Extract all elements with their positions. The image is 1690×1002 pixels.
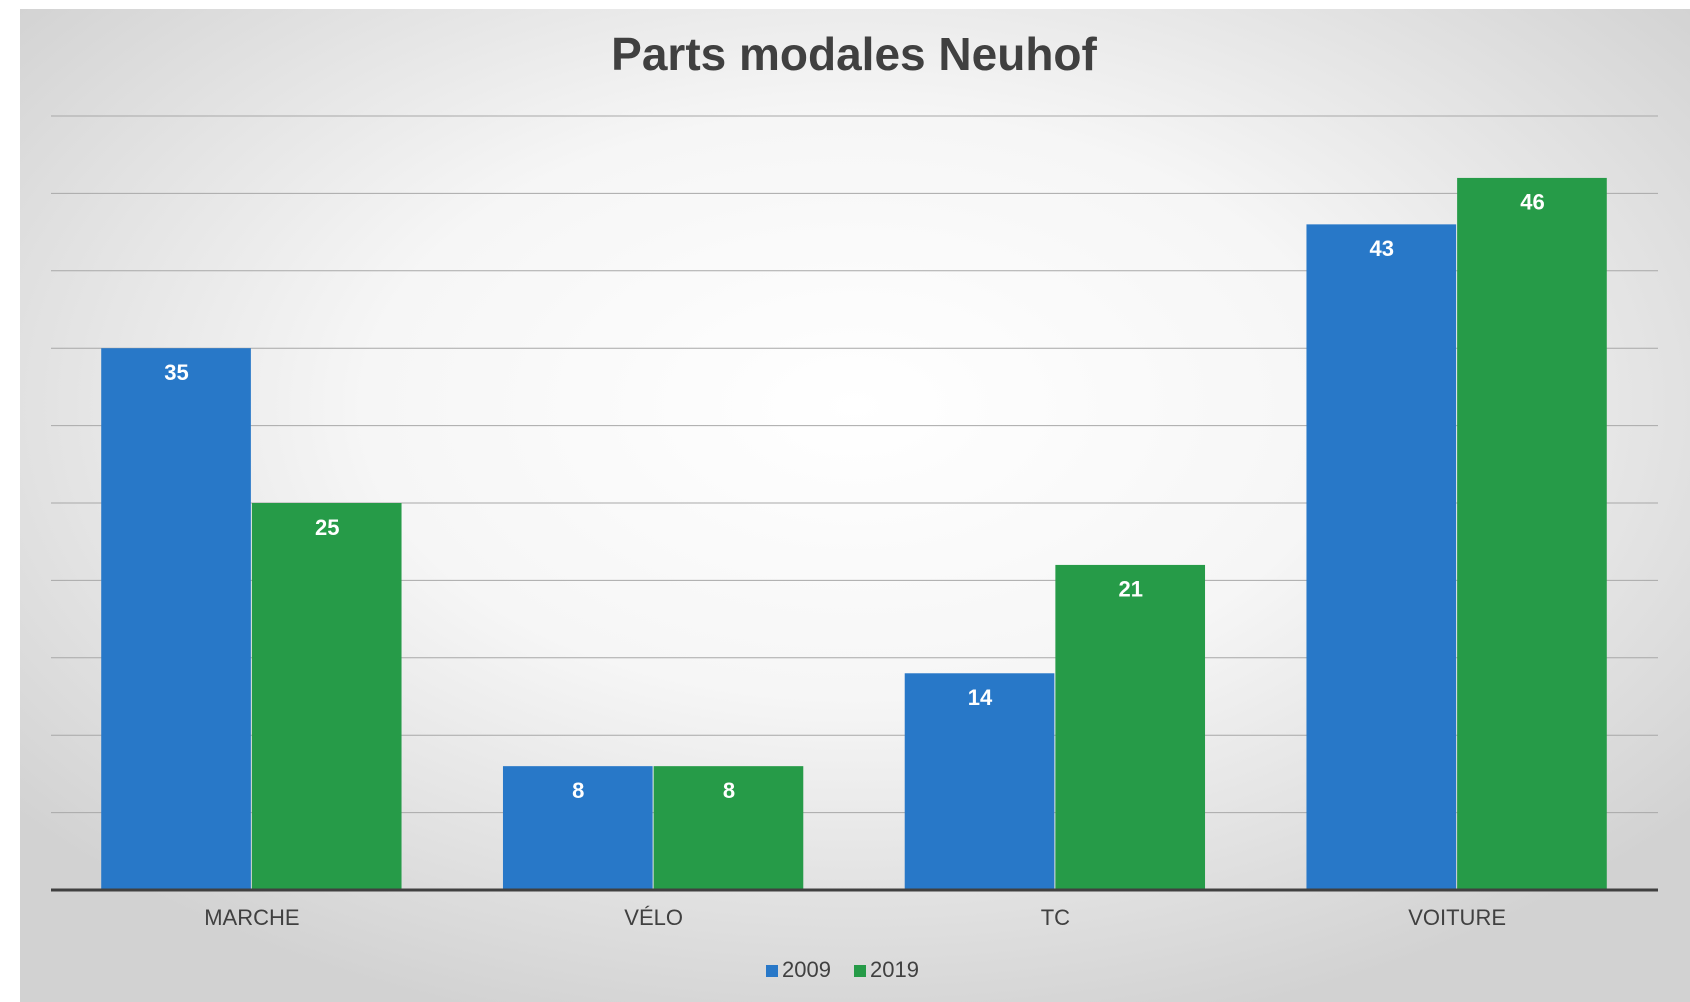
x-tick-label: TC (1041, 905, 1070, 930)
data-label: 43 (1370, 236, 1394, 261)
bar (1055, 564, 1206, 890)
data-label: 25 (315, 515, 339, 540)
data-label: 21 (1118, 577, 1142, 602)
data-label: 8 (572, 778, 584, 803)
bar (101, 348, 251, 890)
chart-title: Parts modales Neuhof (611, 28, 1097, 80)
data-label: 14 (968, 685, 993, 710)
legend-swatch (766, 965, 778, 977)
legend-label: 2019 (870, 957, 919, 982)
bar (1457, 177, 1607, 891)
bar (653, 766, 804, 890)
legend-swatch (854, 965, 866, 977)
x-tick-label: MARCHE (204, 905, 299, 930)
x-tick-label: VÉLO (624, 905, 683, 930)
data-label: 35 (164, 360, 188, 385)
data-label: 8 (723, 778, 735, 803)
data-label: 46 (1520, 190, 1544, 215)
bar (1306, 224, 1457, 891)
legend-label: 2009 (782, 957, 831, 982)
bar (502, 766, 653, 890)
bar (904, 673, 1055, 890)
bar (251, 503, 402, 890)
x-tick-label: VOITURE (1408, 905, 1506, 930)
